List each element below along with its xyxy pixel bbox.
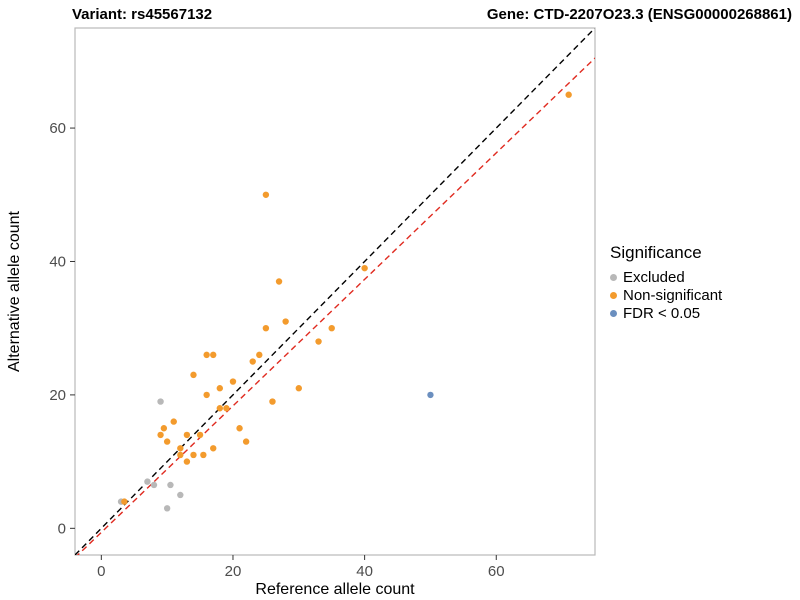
legend-items: Excluded Non-significant FDR < 0.05 [610,268,722,322]
data-point-non-significant [210,351,217,359]
data-point-non-significant [190,371,197,379]
data-point-excluded [144,478,151,485]
data-point-non-significant [216,405,224,412]
data-point-non-significant [315,338,322,345]
data-point-excluded [167,481,174,489]
data-point-non-significant [236,425,243,432]
data-point-non-significant [177,445,184,452]
data-point-non-significant [203,391,210,399]
data-point-non-significant [200,451,207,459]
data-point-non-significant [163,438,171,445]
legend-item-label: Excluded [623,268,685,286]
data-point-excluded [150,481,158,489]
legend-swatch [610,309,617,317]
data-point-non-significant [565,91,572,98]
data-point-non-significant [275,278,283,285]
legend-title: Significance [610,243,702,262]
data-point-non-significant [223,405,230,412]
figure-titles: Variant: rs45567132 Gene: CTD-2207O23.3 … [0,6,800,23]
data-point-non-significant [328,324,335,332]
y-tick-label: 20 [49,387,66,404]
data-point-non-significant [203,351,210,359]
data-point-excluded [163,505,171,512]
data-point-non-significant [269,398,276,405]
data-point-non-significant [157,431,164,439]
gene-title: Gene: CTD-2207O23.3 (ENSG00000268861) [486,6,792,23]
data-point-non-significant [177,451,184,459]
x-tick-label: 60 [488,563,505,580]
y-tick-label: 60 [49,120,66,137]
legend-item-label: Non-significant [623,286,723,304]
data-point-non-significant [160,425,168,432]
data-point-non-significant [256,351,263,359]
data-point-non-significant [210,445,217,452]
data-point-non-significant [183,431,191,439]
legend-item: Excluded [610,268,722,286]
variant-title: Variant: rs45567132 [72,6,213,23]
data-point-non-significant [361,264,368,272]
fit-line [76,57,595,555]
y-tick-label: 0 [58,520,66,537]
data-point-non-significant [242,438,250,445]
legend-item-label: FDR < 0.05 [623,304,701,322]
x-tick-label: 20 [225,563,242,580]
y-tick-label: 40 [49,253,66,270]
data-point-non-significant [229,378,237,385]
data-point-non-significant [249,358,256,365]
x-tick-label: 40 [356,563,373,580]
legend-swatch [610,273,617,281]
x-axis-title: Reference allele count [255,581,415,598]
data-point-excluded [177,491,184,499]
data-point-non-significant [216,385,224,392]
data-point-non-significant [196,431,204,439]
data-point-non-significant [262,191,270,198]
data-point-excluded [157,398,164,405]
data-point-non-significant [170,418,177,425]
y-axis-title: Alternative allele count [6,210,23,372]
data-point-non-significant [295,385,302,392]
data-point-non-significant [183,458,191,465]
legend-item: FDR < 0.05 [610,304,722,322]
data-point-non-significant [121,498,128,505]
legend-swatch [610,291,617,299]
data-point-non-significant [190,451,197,459]
data-point-non-significant [282,318,289,325]
identity-line [75,28,595,555]
data-point-fdr-0-05 [427,391,434,399]
legend-item: Non-significant [610,286,722,304]
data-point-non-significant [262,324,270,332]
x-tick-label: 0 [97,563,105,580]
legend: Significance Excluded Non-significant FDR … [610,243,722,322]
